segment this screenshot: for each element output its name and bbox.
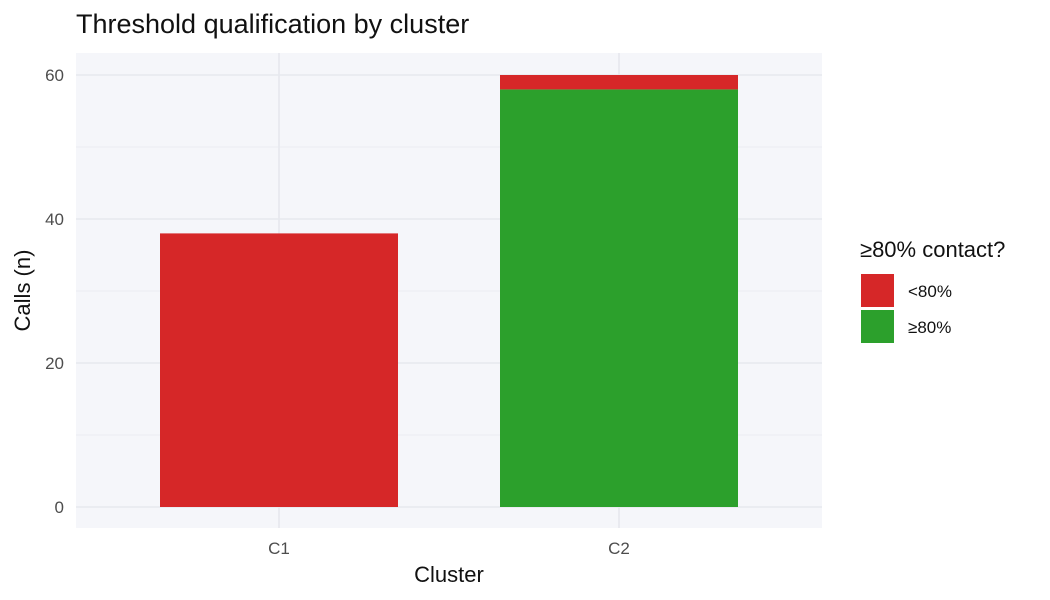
bar-c2-segment (500, 75, 738, 90)
bar-c1-segment (160, 233, 398, 507)
x-axis-label: Cluster (414, 562, 484, 587)
x-tick-label: C2 (608, 539, 630, 558)
x-axis-ticks: C1 C2 (268, 539, 630, 558)
y-axis-ticks: 0 20 40 60 (45, 66, 64, 517)
legend-label: ≥80% (908, 318, 951, 337)
legend-swatch (861, 274, 894, 307)
y-axis-label: Calls (n) (10, 250, 35, 332)
y-tick-label: 40 (45, 210, 64, 229)
legend-label: <80% (908, 282, 952, 301)
bars (160, 75, 738, 508)
legend-swatch (861, 310, 894, 343)
chart-title: Threshold qualification by cluster (76, 9, 469, 39)
y-tick-label: 20 (45, 354, 64, 373)
y-tick-label: 60 (45, 66, 64, 85)
legend-title: ≥80% contact? (860, 237, 1005, 262)
y-tick-label: 0 (55, 498, 64, 517)
legend: ≥80% contact? <80% ≥80% (860, 237, 1005, 343)
legend-items: <80% ≥80% (861, 274, 952, 343)
bar-c2-segment (500, 89, 738, 508)
x-tick-label: C1 (268, 539, 290, 558)
